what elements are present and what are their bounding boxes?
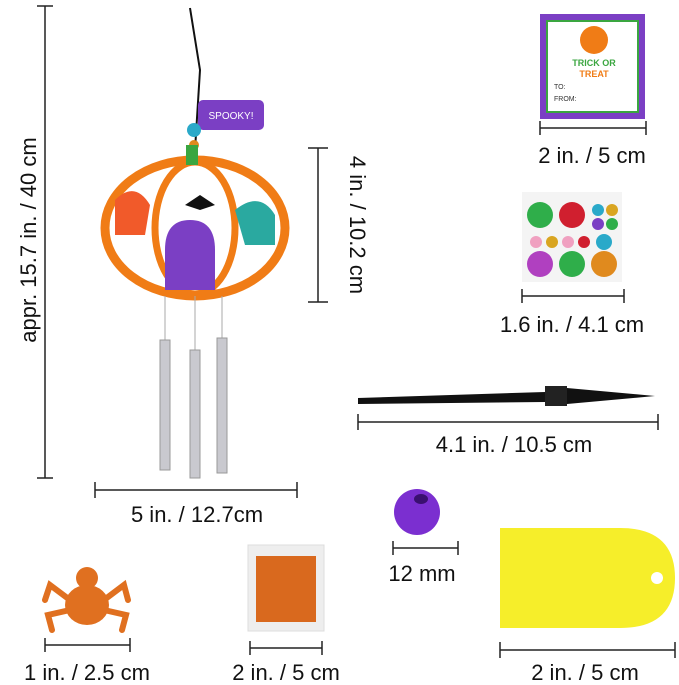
pumpkin-bracket [308,147,328,303]
dimension-label: 1 in. / 2.5 cm [24,660,150,685]
card: TRICK OR TREAT TO: FROM: [540,14,645,119]
glitter-bracket [249,641,323,655]
bead-bracket [392,541,459,555]
spider-bracket [44,638,131,652]
dimension-label: 2 in. / 5 cm [531,660,639,685]
wind-chime: SPOOKY! [100,7,290,479]
dimension-label: 4 in. / 10.2 cm [345,156,370,294]
gems [522,192,622,282]
spider [42,567,131,633]
dimension-label: 5 in. / 12.7cm [131,502,263,527]
card-bracket [539,121,647,135]
card-title: TREAT [579,69,609,79]
tag-bracket [499,642,676,658]
bead [394,489,440,535]
brush [358,386,655,406]
brush-bracket [357,414,659,430]
gems-bracket [521,289,625,303]
glitter-bag [247,544,325,632]
dimension-label: 2 in. / 5 cm [538,143,646,168]
foam-tag [500,528,675,628]
dimension-label: 4.1 in. / 10.5 cm [436,432,593,457]
height-bracket [37,5,53,479]
card-from: FROM: [554,96,577,103]
tag-text: SPOOKY! [208,111,253,122]
width-bracket [94,482,298,498]
card-to: TO: [554,84,566,91]
dimension-label: 12 mm [388,561,455,586]
card-title: TRICK OR [572,58,616,68]
dimension-label: 2 in. / 5 cm [232,660,340,685]
dimension-label: 1.6 in. / 4.1 cm [500,312,644,337]
dimension-label: appr. 15.7 in. / 40 cm [16,137,41,342]
